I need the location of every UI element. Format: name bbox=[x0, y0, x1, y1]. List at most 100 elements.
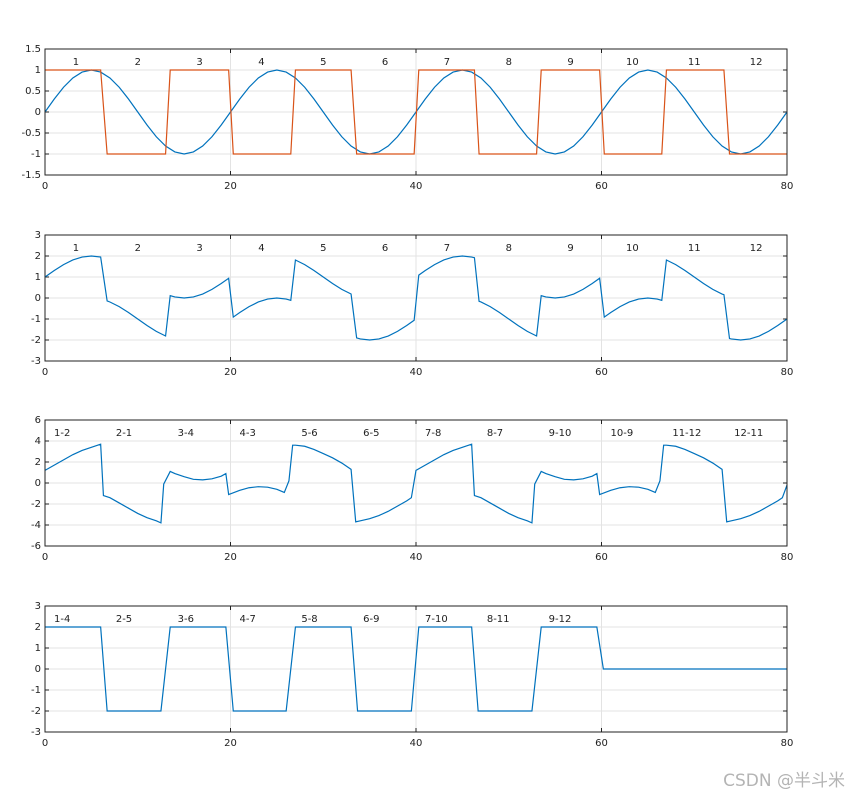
segment-label: 3 bbox=[196, 57, 202, 68]
y-tick-label: -1.5 bbox=[21, 170, 41, 181]
x-tick-label: 80 bbox=[781, 367, 794, 378]
segment-label: 2 bbox=[135, 243, 141, 254]
y-tick-label: -0.5 bbox=[21, 128, 41, 139]
segment-label: 4-3 bbox=[240, 428, 256, 439]
axes-frame bbox=[44, 419, 788, 547]
segment-label: 8-7 bbox=[487, 428, 503, 439]
x-tick-label: 60 bbox=[595, 552, 608, 563]
watermark: CSDN @半斗米 bbox=[723, 771, 845, 791]
x-tick-label: 40 bbox=[410, 552, 423, 563]
y-tick-label: -4 bbox=[31, 520, 41, 531]
y-tick-label: 1 bbox=[35, 65, 41, 76]
segment-label: 8 bbox=[506, 57, 512, 68]
segment-label: 10 bbox=[626, 57, 639, 68]
axes-frame bbox=[44, 48, 788, 176]
segment-label: 3-4 bbox=[178, 428, 194, 439]
y-tick-label: -2 bbox=[31, 499, 41, 510]
y-tick-label: 6 bbox=[35, 415, 41, 426]
segment-label: 9-12 bbox=[549, 614, 572, 625]
x-tick-label: 0 bbox=[42, 181, 48, 192]
y-tick-label: 2 bbox=[35, 457, 41, 468]
y-tick-label: 1 bbox=[35, 272, 41, 283]
segment-label: 12-11 bbox=[734, 428, 763, 439]
segment-label: 7-8 bbox=[425, 428, 441, 439]
segment-label: 11 bbox=[688, 57, 701, 68]
segment-label: 2 bbox=[135, 57, 141, 68]
x-tick-label: 0 bbox=[42, 738, 48, 749]
x-tick-label: 20 bbox=[224, 367, 237, 378]
x-tick-label: 60 bbox=[595, 367, 608, 378]
x-tick-label: 60 bbox=[595, 738, 608, 749]
segment-label: 8-11 bbox=[487, 614, 510, 625]
segment-label: 6 bbox=[382, 57, 388, 68]
segment-label: 5-8 bbox=[301, 614, 317, 625]
segment-label: 4 bbox=[258, 243, 264, 254]
y-tick-label: 0 bbox=[35, 664, 41, 675]
x-tick-label: 80 bbox=[781, 552, 794, 563]
segment-label: 6-9 bbox=[363, 614, 379, 625]
axes-frame bbox=[44, 605, 788, 733]
x-tick-label: 20 bbox=[224, 181, 237, 192]
y-tick-label: -6 bbox=[31, 541, 41, 552]
segment-label: 11 bbox=[688, 243, 701, 254]
series-line bbox=[45, 626, 787, 712]
x-tick-label: 60 bbox=[595, 181, 608, 192]
segment-label: 9-10 bbox=[549, 428, 572, 439]
x-tick-label: 40 bbox=[410, 367, 423, 378]
segment-label: 2-1 bbox=[116, 428, 132, 439]
y-tick-label: 0 bbox=[35, 107, 41, 118]
y-tick-label: 2 bbox=[35, 622, 41, 633]
segment-label: 7-10 bbox=[425, 614, 448, 625]
y-tick-label: 4 bbox=[35, 436, 41, 447]
y-tick-label: 1.5 bbox=[25, 44, 41, 55]
y-tick-label: -1 bbox=[31, 314, 41, 325]
y-tick-label: -1 bbox=[31, 149, 41, 160]
segment-label: 1 bbox=[73, 243, 79, 254]
segment-label: 4 bbox=[258, 57, 264, 68]
y-tick-label: -2 bbox=[31, 706, 41, 717]
axes-frame bbox=[44, 234, 788, 362]
segment-label: 12 bbox=[750, 57, 763, 68]
segment-label: 5 bbox=[320, 243, 326, 254]
x-tick-label: 0 bbox=[42, 552, 48, 563]
y-tick-label: 3 bbox=[35, 601, 41, 612]
segment-label: 5 bbox=[320, 57, 326, 68]
y-tick-label: 1 bbox=[35, 643, 41, 654]
segment-label: 1 bbox=[73, 57, 79, 68]
y-tick-label: -1 bbox=[31, 685, 41, 696]
y-tick-label: 0 bbox=[35, 478, 41, 489]
segment-label: 9 bbox=[567, 243, 573, 254]
series-line bbox=[44, 443, 788, 524]
series-line bbox=[45, 69, 787, 155]
x-tick-label: 0 bbox=[42, 367, 48, 378]
segment-label: 2-5 bbox=[116, 614, 132, 625]
segment-label: 1-4 bbox=[54, 614, 70, 625]
segment-label: 1-2 bbox=[54, 428, 70, 439]
segment-label: 4-7 bbox=[240, 614, 256, 625]
y-tick-label: -2 bbox=[31, 335, 41, 346]
segment-label: 9 bbox=[567, 57, 573, 68]
segment-label: 12 bbox=[750, 243, 763, 254]
y-tick-label: 0 bbox=[35, 293, 41, 304]
x-tick-label: 20 bbox=[224, 738, 237, 749]
segment-label: 10 bbox=[626, 243, 639, 254]
segment-label: 3 bbox=[196, 243, 202, 254]
x-tick-label: 80 bbox=[781, 738, 794, 749]
y-tick-label: 2 bbox=[35, 251, 41, 262]
x-tick-label: 20 bbox=[224, 552, 237, 563]
segment-label: 5-6 bbox=[301, 428, 317, 439]
segment-label: 8 bbox=[506, 243, 512, 254]
segment-label: 10-9 bbox=[611, 428, 634, 439]
x-tick-label: 40 bbox=[410, 738, 423, 749]
y-tick-label: -3 bbox=[31, 727, 41, 738]
segment-label: 6 bbox=[382, 243, 388, 254]
segment-label: 11-12 bbox=[672, 428, 701, 439]
segment-label: 7 bbox=[444, 57, 450, 68]
x-tick-label: 80 bbox=[781, 181, 794, 192]
y-tick-label: 0.5 bbox=[25, 86, 41, 97]
y-tick-label: -3 bbox=[31, 356, 41, 367]
segment-label: 3-6 bbox=[178, 614, 194, 625]
segment-label: 6-5 bbox=[363, 428, 379, 439]
